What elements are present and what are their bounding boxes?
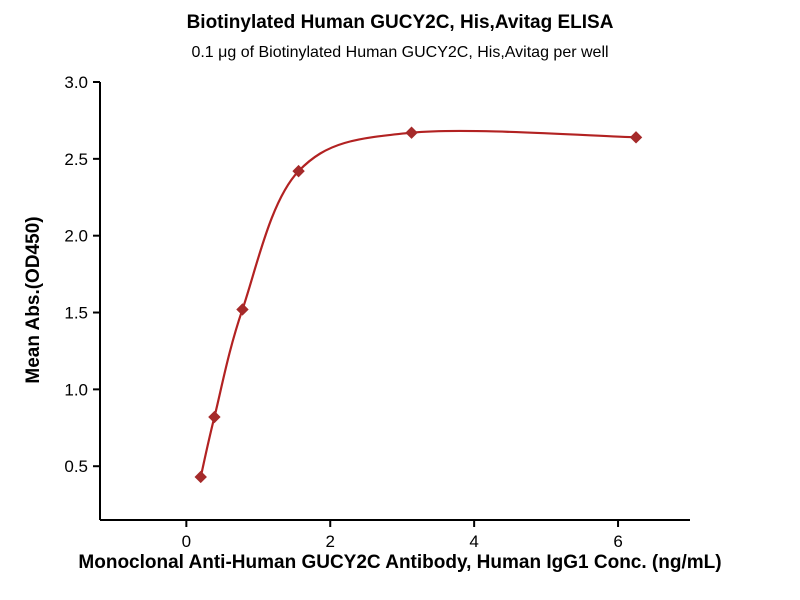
data-point-marker [194, 470, 207, 484]
y-tick-label: 0.5 [64, 457, 88, 476]
x-tick-label: 0 [182, 532, 191, 551]
y-tick-label: 1.5 [64, 304, 88, 323]
data-point-marker [292, 164, 305, 178]
y-tick-label: 2.0 [64, 227, 88, 246]
data-point-marker [208, 410, 221, 424]
x-axis-label: Monoclonal Anti-Human GUCY2C Antibody, H… [78, 552, 722, 573]
fit-curve [199, 129, 637, 478]
chart-subtitle: 0.1 μg of Biotinylated Human GUCY2C, His… [191, 44, 609, 61]
y-tick-label: 2.5 [64, 150, 88, 169]
data-point-marker [236, 303, 249, 316]
data-point-marker [405, 126, 418, 139]
y-axis-label: Mean Abs.(OD450) [23, 216, 44, 384]
y-tick-label: 3.0 [64, 73, 88, 92]
x-tick-label: 2 [326, 532, 335, 551]
x-tick-label: 4 [469, 532, 478, 551]
data-point-marker [629, 131, 643, 144]
chart-title: Biotinylated Human GUCY2C, His,Avitag EL… [186, 12, 614, 33]
y-tick-label: 1.0 [64, 380, 88, 399]
x-tick-label: 6 [613, 532, 622, 551]
